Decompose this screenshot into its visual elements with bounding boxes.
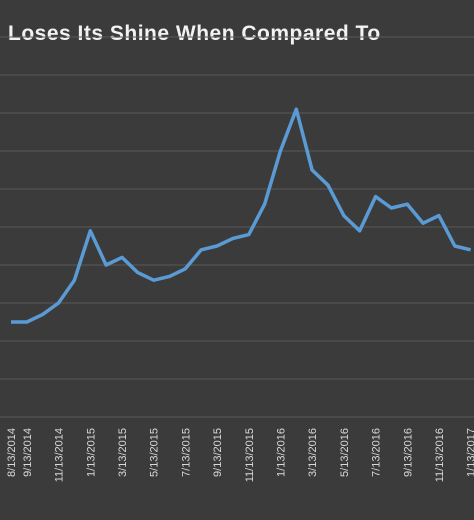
x-tick-label: 9/13/2014	[22, 428, 34, 477]
x-tick-label: 8/13/2014	[6, 428, 18, 477]
x-tick-label: 1/13/2015	[85, 428, 97, 477]
chart-title: Loses Its Shine When Compared To	[8, 22, 381, 45]
x-tick-label: 1/13/2017	[466, 428, 474, 477]
x-tick-label: 3/13/2016	[307, 428, 319, 477]
data-line	[11, 107, 472, 324]
x-tick-label: 5/13/2016	[339, 428, 351, 477]
x-tick-label: 1/13/2016	[275, 428, 287, 477]
x-tick-label: 5/13/2015	[149, 428, 161, 477]
x-tick-label: 11/13/2016	[434, 428, 446, 482]
x-tick-label: 7/13/2016	[371, 428, 383, 477]
x-tick-label: 7/13/2015	[180, 428, 192, 477]
x-tick-label: 3/13/2015	[117, 428, 129, 477]
x-tick-label: 9/13/2016	[402, 428, 414, 477]
x-tick-label: 9/13/2015	[212, 428, 224, 477]
x-tick-label: 11/13/2014	[54, 428, 66, 482]
x-tick-label: 11/13/2015	[244, 428, 256, 482]
